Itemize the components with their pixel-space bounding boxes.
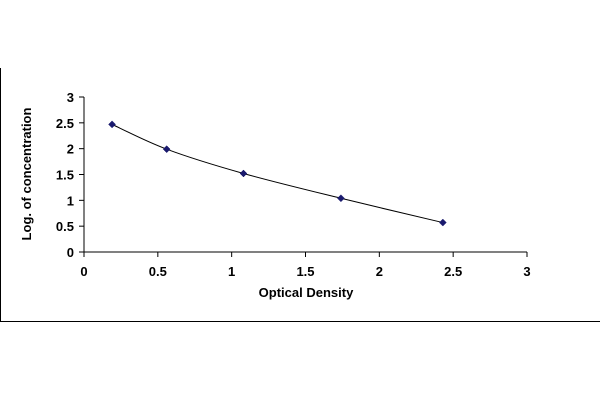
- y-tick-label: 0.5: [56, 219, 74, 234]
- x-tick-label: 1.5: [296, 264, 314, 279]
- data-point: [337, 194, 345, 203]
- data-point: [108, 120, 116, 129]
- y-axis-title: Log. of concentration: [19, 108, 34, 241]
- plot-area: 0 0.5 1 1.5 2 2.5 3 0 0.5 1 1.5 2 2.5 3: [56, 90, 531, 279]
- y-tick-label: 1.5: [56, 168, 74, 183]
- y-tick-label: 3: [67, 90, 74, 105]
- x-axis-title: Optical Density: [259, 285, 354, 300]
- x-tick-label: 2: [376, 264, 383, 279]
- data-point: [239, 169, 248, 178]
- y-tick-label: 1: [67, 193, 74, 208]
- y-tick-label: 2.5: [56, 116, 74, 131]
- x-tick-label: 3: [523, 264, 530, 279]
- x-tick-label: 0: [80, 264, 87, 279]
- y-tick-label: 0: [67, 245, 74, 260]
- data-point: [438, 218, 447, 227]
- data-point: [162, 145, 171, 154]
- trend-curve: [111, 123, 443, 224]
- x-tick-label: 0.5: [149, 264, 167, 279]
- x-tick-label: 2.5: [444, 264, 462, 279]
- y-tick-label: 2: [67, 142, 74, 157]
- x-tick-label: 1: [228, 264, 235, 279]
